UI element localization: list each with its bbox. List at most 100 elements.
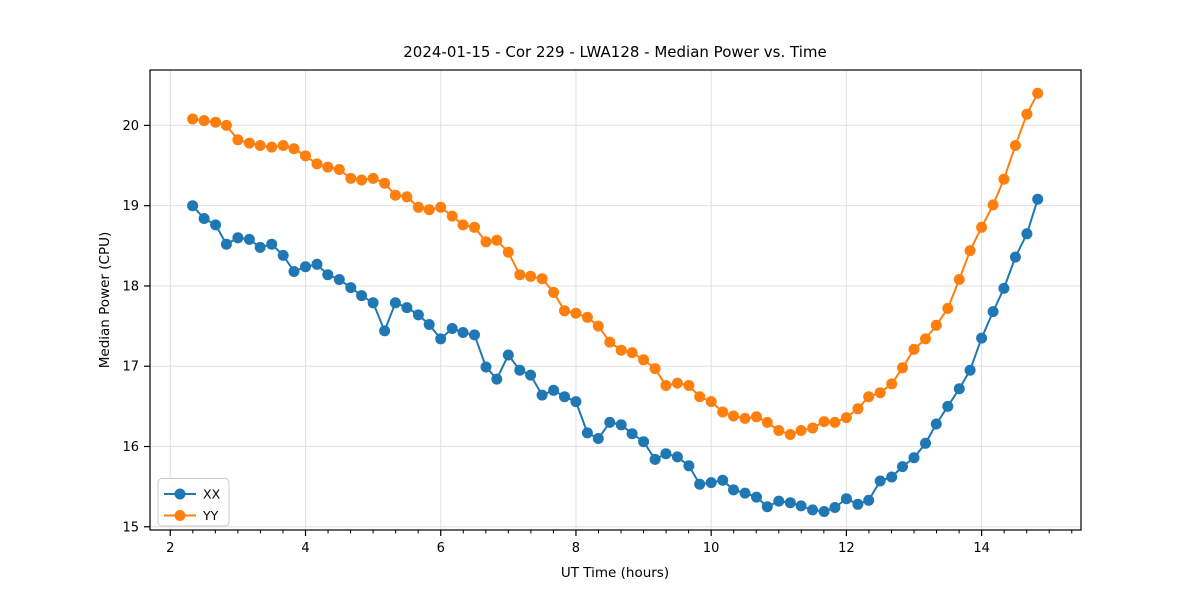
series-yy-point-51 (761, 416, 773, 428)
series-yy-point-58 (840, 412, 852, 424)
series-xx-point-49 (739, 487, 751, 499)
grid-layer (150, 70, 1081, 530)
series-yy-point-55 (807, 422, 819, 434)
series-xx-point-22 (435, 333, 447, 345)
series-yy-point-70 (976, 221, 988, 233)
series-xx-point-62 (886, 471, 898, 483)
series-yy-point-48 (728, 410, 739, 422)
x-tick-label-12: 12 (838, 541, 855, 556)
series-yy-point-46 (705, 396, 717, 408)
series-xx-point-31 (536, 389, 548, 401)
series-xx-point-71 (987, 306, 999, 318)
series-xx-point-47 (717, 474, 729, 486)
y-tick-label-15: 15 (122, 520, 139, 535)
series-yy-point-23 (446, 210, 458, 222)
x-tick-label-4: 4 (301, 541, 309, 556)
series-xx-point-20 (412, 309, 424, 321)
series-yy-point-28 (502, 246, 514, 258)
legend-entry-yy: YY (164, 508, 219, 523)
series-xx-point-67 (942, 400, 954, 412)
series-yy-point-18 (389, 189, 401, 201)
series-xx-point-43 (671, 451, 683, 463)
series-yy-point-38 (615, 344, 627, 356)
series-yy-point-47 (717, 406, 729, 418)
series-xx-point-57 (829, 502, 841, 513)
series-yy-line (192, 92, 1039, 436)
series-xx-point-44 (683, 460, 695, 472)
series-yy-point-62 (886, 378, 898, 390)
series-yy-point-7 (266, 141, 278, 153)
series-xx-point-46 (705, 477, 717, 489)
series-xx-point-2 (210, 219, 222, 231)
legend-marker-xx-icon (174, 488, 186, 500)
series-yy-point-16 (367, 172, 379, 184)
series-xx-point-51 (761, 501, 773, 513)
series-xx-point-27 (491, 373, 503, 385)
series-yy-point-3 (220, 119, 232, 131)
series-xx-point-8 (277, 249, 289, 261)
series-xx-point-34 (570, 396, 582, 408)
series-xx-point-42 (660, 448, 672, 460)
series-yy-point-61 (874, 387, 886, 399)
series-yy-point-13 (333, 164, 345, 175)
series-yy-point-10 (300, 150, 311, 162)
series-xx-point-58 (840, 493, 852, 505)
series-xx-point-48 (728, 484, 739, 496)
legend-marker-yy-icon (174, 510, 186, 521)
series-xx-point-35 (581, 427, 593, 439)
series-yy-point-36 (592, 320, 604, 332)
series-xx-point-15 (356, 290, 368, 302)
series-yy-point-12 (322, 161, 334, 173)
series-yy-point-5 (243, 137, 255, 149)
series-yy-point-42 (660, 380, 672, 391)
series-yy-point-17 (379, 177, 391, 189)
series-xx-point-12 (322, 269, 334, 281)
series-yy-point-20 (412, 201, 424, 213)
x-tick-label-2: 2 (166, 541, 174, 556)
series-yy-point-25 (469, 221, 480, 233)
series-xx-point-33 (559, 391, 570, 403)
series-yy-point-67 (942, 302, 954, 314)
series-yy-point-24 (457, 219, 469, 231)
y-tick-label-19: 19 (122, 199, 139, 214)
series-xx-point-11 (311, 258, 323, 270)
series-xx-point-9 (288, 266, 300, 277)
series-yy-point-31 (536, 273, 548, 285)
y-tick-label-16: 16 (122, 440, 139, 455)
series-xx-point-36 (592, 433, 604, 444)
series-xx-point-21 (423, 319, 435, 330)
series-xx-point-30 (525, 369, 537, 381)
series-yy-point-74 (1021, 108, 1033, 120)
series-xx-point-4 (232, 232, 244, 244)
series-yy-point-21 (423, 204, 435, 216)
series-yy-point-6 (254, 140, 266, 151)
series-xx-point-5 (243, 233, 255, 245)
series-xx-point-13 (333, 274, 345, 285)
series-xx-point-45 (694, 478, 706, 490)
series-xx-point-6 (254, 241, 266, 253)
series-yy-point-4 (232, 134, 244, 146)
series-yy-point-69 (964, 245, 976, 257)
series-xx-point-17 (379, 325, 391, 337)
series-xx-point-37 (604, 416, 616, 428)
series-xx-point-41 (649, 453, 661, 465)
x-axis-label: UT Time (hours) (561, 565, 669, 581)
series-yy-point-52 (773, 425, 785, 436)
legend: XX YY (157, 478, 230, 527)
series-yy-point-66 (930, 319, 942, 331)
series-yy-point-2 (210, 116, 222, 128)
series-yy-point-22 (435, 201, 447, 213)
tick-layer: 2 4 6 8 10 12 14 15 16 17 18 19 20 (122, 119, 1073, 556)
series-xx-point-24 (457, 327, 469, 338)
series-xx-point-19 (401, 302, 413, 314)
series-xx-point-56 (818, 506, 830, 517)
series-xx-point-3 (220, 238, 232, 250)
series-xx-line (191, 198, 1039, 513)
series-xx-point-52 (773, 495, 785, 507)
series-xx-point-65 (920, 437, 931, 449)
series-xx-point-10 (300, 261, 311, 273)
series-yy-point-27 (491, 234, 503, 246)
series-xx-point-18 (389, 297, 401, 309)
series-xx-point-38 (615, 419, 627, 431)
